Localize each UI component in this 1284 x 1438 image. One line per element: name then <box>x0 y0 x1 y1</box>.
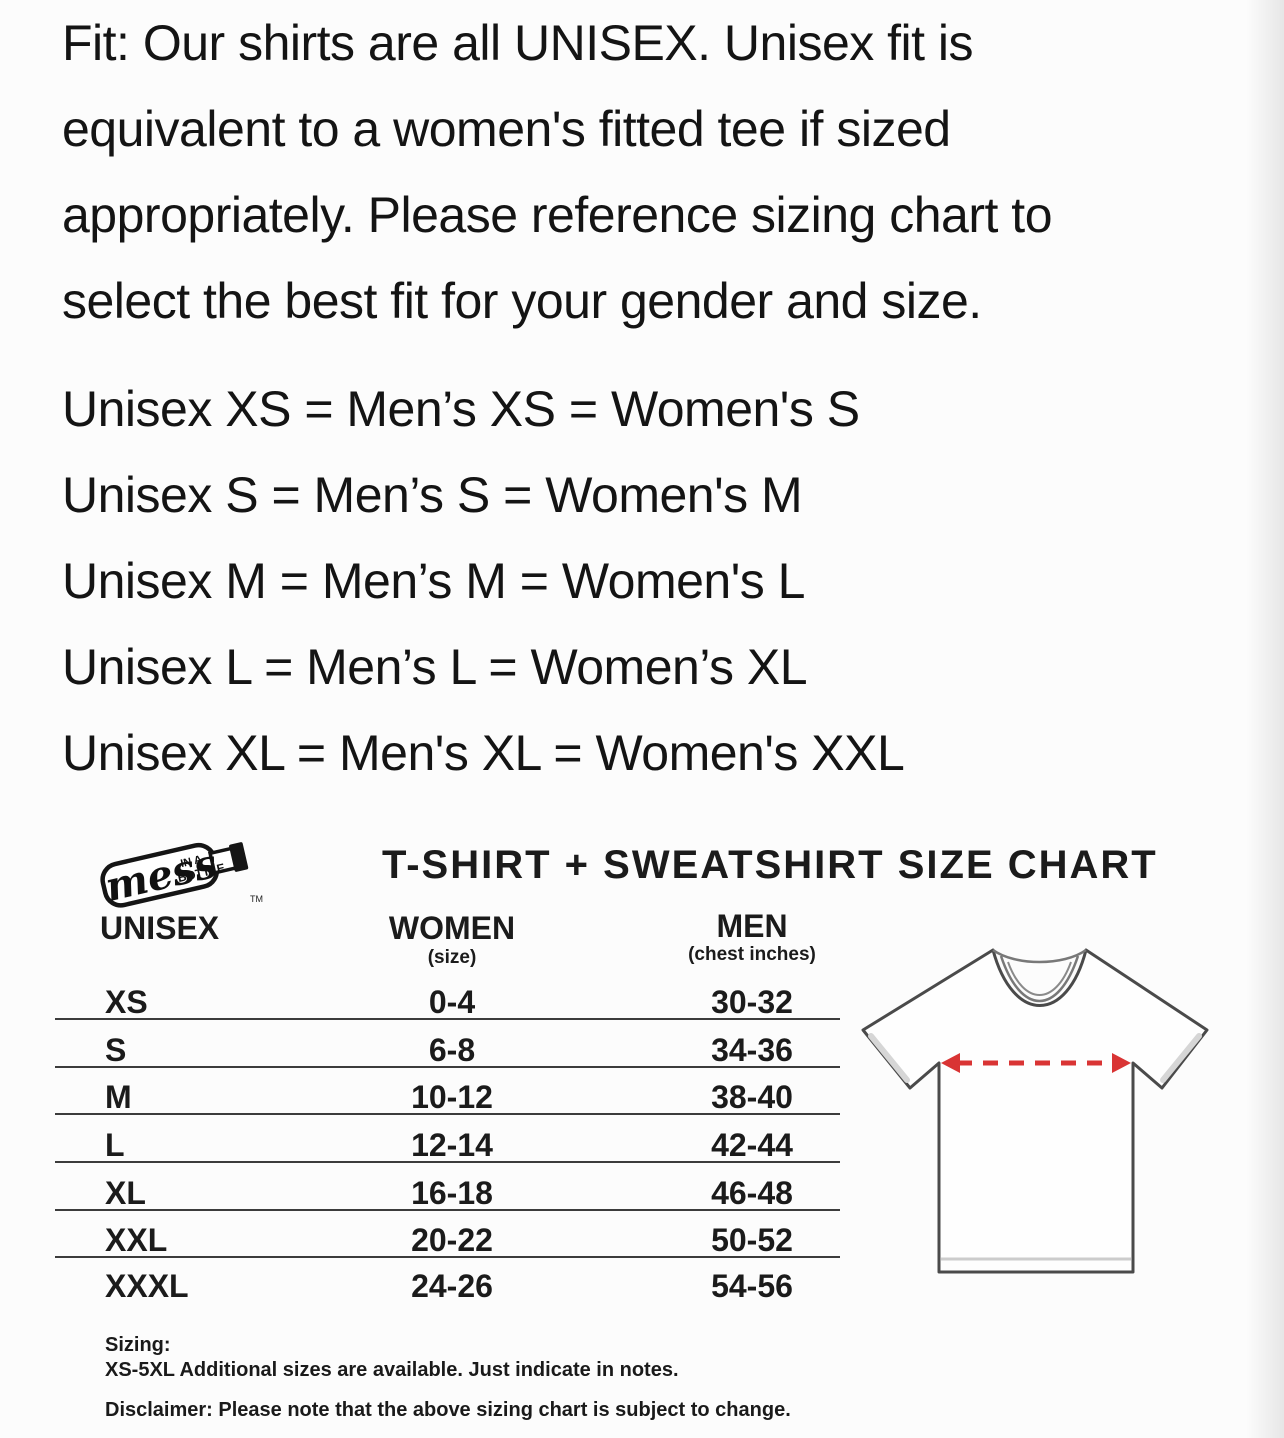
svg-text:IN A: IN A <box>179 854 203 871</box>
row-divider <box>55 1113 840 1115</box>
fit-line: Fit: Our shirts are all UNISEX. Unisex f… <box>62 15 974 71</box>
cell-men: 46-48 <box>711 1175 793 1211</box>
table-row: XL 16-18 46-48 <box>0 1175 900 1215</box>
row-divider <box>55 1161 840 1163</box>
table-row: XXL 20-22 50-52 <box>0 1222 900 1262</box>
cell-unisex: L <box>105 1127 125 1163</box>
equivalence-line: Unisex XS = Men’s XS = Women's S <box>62 381 860 437</box>
cell-unisex: XS <box>105 984 148 1020</box>
table-row: S 6-8 34-36 <box>0 1032 900 1072</box>
cell-women: 24-26 <box>411 1268 493 1304</box>
size-chart-title: T-SHIRT + SWEATSHIRT SIZE CHART <box>382 843 1158 887</box>
cell-unisex: XXL <box>105 1222 168 1258</box>
disclaimer-text: Disclaimer: Please note that the above s… <box>105 1399 791 1421</box>
fit-line: select the best fit for your gender and … <box>62 273 982 329</box>
column-subheader-women-size: (size) <box>427 947 477 968</box>
cell-women: 12-14 <box>411 1127 493 1163</box>
column-header-women: WOMEN <box>388 910 516 946</box>
chest-measure-arrow <box>941 1053 1131 1073</box>
cell-women: 20-22 <box>411 1222 493 1258</box>
cell-women: 6-8 <box>428 1032 476 1068</box>
cell-men: 42-44 <box>711 1127 793 1163</box>
column-header-men: MEN <box>716 908 788 944</box>
size-equivalence-list: Unisex XS = Men’s XS = Women's S Unisex … <box>62 366 905 796</box>
cell-unisex: XL <box>105 1175 146 1211</box>
row-divider <box>55 1209 840 1211</box>
table-row: M 10-12 38-40 <box>0 1079 900 1119</box>
sizing-note-text: XS-5XL Additional sizes are available. J… <box>105 1359 679 1381</box>
cell-men: 54-56 <box>711 1268 793 1304</box>
tshirt-chest-measure-icon <box>861 948 1209 1274</box>
fit-line: equivalent to a women's fitted tee if si… <box>62 101 951 157</box>
cell-unisex: XXXL <box>105 1268 189 1304</box>
cell-women: 0-4 <box>428 984 476 1020</box>
sizing-note-label: Sizing: <box>105 1334 171 1356</box>
table-row: XS 0-4 30-32 <box>0 984 900 1024</box>
cell-men: 50-52 <box>711 1222 793 1258</box>
svg-text:TM: TM <box>250 894 263 904</box>
equivalence-line: Unisex S = Men’s S = Women's M <box>62 467 803 523</box>
cell-women: 10-12 <box>411 1079 493 1115</box>
table-row: L 12-14 42-44 <box>0 1127 900 1167</box>
cell-unisex: M <box>105 1079 132 1115</box>
cell-women: 16-18 <box>411 1175 493 1211</box>
equivalence-line: Unisex XL = Men's XL = Women's XXL <box>62 725 905 781</box>
fit-description-paragraph: Fit: Our shirts are all UNISEX. Unisex f… <box>62 0 1053 344</box>
equivalence-line: Unisex M = Men’s M = Women's L <box>62 553 805 609</box>
right-edge-shade <box>1246 0 1284 1438</box>
fit-line: appropriately. Please reference sizing c… <box>62 187 1053 243</box>
row-divider <box>55 1066 840 1068</box>
mess-in-a-bottle-logo-icon: mess IN A BOTTLE TM <box>100 840 263 911</box>
cell-unisex: S <box>105 1032 127 1068</box>
column-header-unisex: UNISEX <box>100 910 220 946</box>
cell-men: 30-32 <box>711 984 793 1020</box>
row-divider <box>55 1018 840 1020</box>
row-divider <box>55 1256 840 1258</box>
equivalence-line: Unisex L = Men’s L = Women’s XL <box>62 639 808 695</box>
column-subheader-men-chest: (chest inches) <box>688 944 816 965</box>
table-row: XXXL 24-26 54-56 <box>0 1268 900 1308</box>
cell-men: 34-36 <box>711 1032 793 1068</box>
cell-men: 38-40 <box>711 1079 793 1115</box>
